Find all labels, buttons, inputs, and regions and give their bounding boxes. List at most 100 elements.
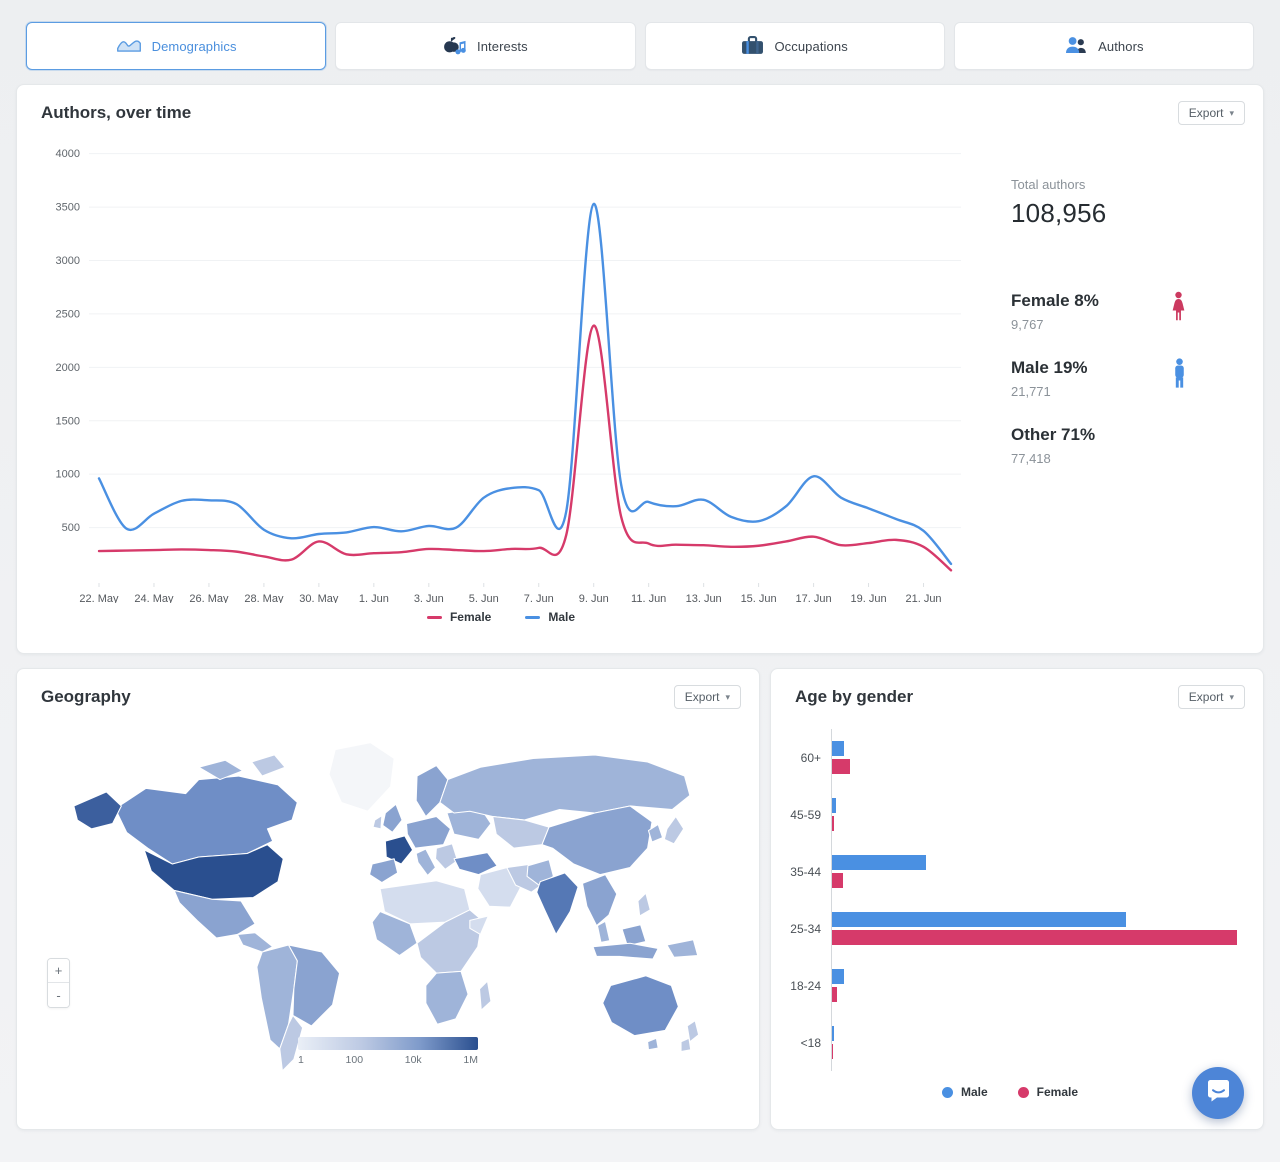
tab-label: Occupations	[774, 38, 848, 54]
chat-bubble-icon	[1205, 1077, 1232, 1109]
legend-label: Male	[548, 610, 576, 624]
region-turkey	[453, 852, 498, 876]
svg-text:500: 500	[62, 522, 80, 534]
scale-label: 10k	[404, 1054, 422, 1066]
age-group-row: 60+	[783, 729, 1237, 786]
legend-item-female[interactable]: Female	[1017, 1085, 1079, 1099]
export-button[interactable]: Export ▾	[673, 685, 741, 709]
tab-occupations[interactable]: Occupations	[644, 22, 945, 70]
svg-text:1. Jun: 1. Jun	[359, 593, 389, 603]
total-authors-label: Total authors	[1011, 177, 1086, 192]
legend-item-male[interactable]: Male	[525, 610, 575, 624]
card-title: Age by gender	[795, 687, 914, 706]
region-greenland	[328, 742, 395, 812]
female-percent-label: Female 8%	[1011, 291, 1099, 310]
region-iberia	[368, 858, 399, 884]
zoom-out-button[interactable]: -	[48, 983, 69, 1007]
male-icon	[1172, 358, 1187, 399]
legend-dot	[941, 1086, 953, 1098]
legend-item-male[interactable]: Male	[941, 1085, 988, 1099]
male-bar	[832, 1026, 835, 1041]
area-chart-icon	[116, 37, 142, 56]
svg-text:4000: 4000	[56, 148, 80, 160]
region-ireland	[372, 815, 383, 830]
age-chart-legend: Male Female	[783, 1085, 1237, 1099]
region-korea	[647, 823, 664, 843]
export-button[interactable]: Export ▾	[1177, 101, 1245, 125]
age-bar-chart: 60+ 45-59 35-44 25-34 18-24 <18 Male Female	[771, 717, 1263, 1099]
female-count: 9,767	[1011, 317, 1044, 332]
female-icon	[1170, 291, 1187, 332]
svg-text:3. Jun: 3. Jun	[414, 593, 444, 603]
svg-text:3500: 3500	[56, 202, 80, 214]
region-central-europe	[405, 815, 452, 849]
region-borneo	[621, 924, 647, 947]
male-count: 21,771	[1011, 384, 1051, 399]
region-new-zealand	[680, 1020, 700, 1053]
region-arctic-islands	[198, 759, 244, 781]
age-group-label: <18	[800, 1035, 821, 1050]
music-apple-icon	[443, 34, 467, 59]
age-group-row: 25-34	[783, 900, 1237, 957]
legend-dot	[1017, 1086, 1029, 1098]
region-arctic-islands	[251, 754, 286, 777]
region-southeast-asia	[581, 874, 618, 927]
age-group-label: 25-34	[790, 921, 821, 936]
age-group-bars	[831, 786, 1237, 843]
female-bar	[832, 930, 1237, 945]
zoom-in-button[interactable]: +	[48, 959, 69, 983]
region-central-east-africa	[416, 909, 483, 974]
legend-label: Female	[1036, 1085, 1079, 1099]
map-zoom-controls: + -	[47, 958, 70, 1008]
line-chart-legend: Female Male	[31, 610, 971, 624]
male-bar	[832, 741, 845, 756]
region-china	[541, 805, 653, 876]
female-bar	[832, 759, 850, 774]
tab-label: Authors	[1098, 38, 1144, 54]
map-color-scale: 1 100 10k 1M	[298, 1037, 478, 1066]
age-group-bars	[831, 900, 1237, 957]
region-france	[384, 835, 414, 865]
tab-interests[interactable]: Interests	[335, 22, 636, 70]
card-title: Geography	[41, 687, 131, 706]
legend-swatch	[525, 615, 541, 619]
age-group-row: 45-59	[783, 786, 1237, 843]
svg-text:24. May: 24. May	[134, 593, 174, 603]
svg-text:2500: 2500	[56, 308, 80, 320]
tab-demographics[interactable]: Demographics	[26, 22, 327, 70]
age-group-bars	[831, 1014, 1237, 1071]
stat-other: Other 71% 77,418	[1011, 425, 1187, 466]
region-alaska	[73, 791, 122, 830]
region-central-asia	[492, 815, 550, 849]
region-brazil	[288, 944, 341, 1027]
tab-authors[interactable]: Authors	[953, 22, 1254, 70]
svg-text:19. Jun: 19. Jun	[851, 593, 887, 603]
region-argentina	[279, 1014, 304, 1072]
legend-item-female[interactable]: Female	[426, 610, 491, 624]
female-bar	[832, 1044, 833, 1059]
chevron-down-icon: ▾	[725, 691, 730, 702]
svg-text:21. Jun: 21. Jun	[905, 593, 941, 603]
tab-label: Demographics	[151, 38, 237, 54]
chat-launcher-button[interactable]	[1192, 1067, 1244, 1119]
total-authors-value: 108,956	[1011, 198, 1107, 228]
age-by-gender-card: Age by gender Export ▾ 60+ 45-59 35-44 25-3…	[770, 668, 1264, 1130]
world-map[interactable]: + - 1 100 10k 1M	[17, 717, 759, 1082]
region-united-kingdom	[382, 803, 403, 833]
scale-label: 100	[345, 1054, 364, 1066]
tab-bar: Demographics Interests	[26, 22, 1254, 70]
age-group-label: 35-44	[790, 864, 821, 879]
svg-text:11. Jun: 11. Jun	[631, 593, 666, 603]
region-madagascar	[478, 980, 492, 1011]
age-group-bars	[831, 957, 1237, 1014]
svg-text:5. Jun: 5. Jun	[469, 593, 499, 603]
people-icon	[1064, 36, 1088, 57]
female-bar	[832, 873, 843, 888]
age-group-label: 45-59	[790, 807, 821, 822]
world-map-svg	[73, 742, 700, 1072]
svg-text:9. Jun: 9. Jun	[579, 593, 609, 603]
export-button[interactable]: Export ▾	[1177, 685, 1245, 709]
male-bar	[832, 855, 927, 870]
authors-line-chart: 500 1000 1500 2000 2500 3000 3500 4000 22. May 24…	[31, 133, 971, 624]
author-stats-panel: Total authors 108,956 Female 8% 9,767	[971, 133, 1253, 624]
